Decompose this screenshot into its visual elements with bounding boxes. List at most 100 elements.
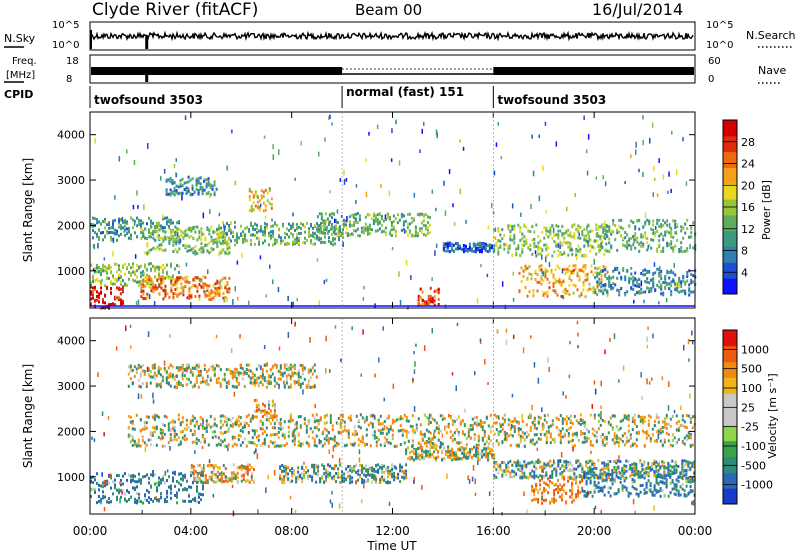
velocity-colorbar-tick: -100	[741, 440, 766, 453]
velocity-colorbar-swatch	[723, 345, 737, 363]
power-colorbar-swatch	[723, 120, 737, 137]
power-echo-band	[417, 286, 440, 307]
power-echo-band	[316, 212, 431, 238]
power-colorbar-label: Power [dB]	[760, 180, 773, 240]
beam-label: Beam 00	[355, 1, 423, 19]
power-ytick-label: 3000	[57, 174, 85, 187]
velocity-scatter	[91, 320, 695, 517]
velocity-colorbar-swatch	[723, 361, 737, 378]
velocity-colorbar-swatch	[723, 488, 737, 505]
power-colorbar-swatch	[723, 246, 737, 263]
power-colorbar-swatch	[723, 167, 737, 184]
power-ytick-label: 4000	[57, 129, 85, 142]
velocity-echo-band	[90, 470, 204, 505]
freq-unit: [MHz]	[6, 70, 35, 81]
cpid-segment-label: twofsound 3503	[94, 93, 203, 107]
velocity-colorbar-label: Velocity [m s⁻¹]	[766, 373, 779, 458]
freq-tick-bottom: 8	[66, 74, 72, 85]
velocity-ytick-label: 1000	[57, 471, 85, 484]
nave-tick-bottom: 0	[708, 74, 714, 85]
nsky-tick-top: 10^5	[52, 20, 79, 31]
nsearch-tick-top: 10^5	[706, 20, 733, 31]
velocity-panel: 1000 2000 3000 4000 Slant Range [km] 1000 50…	[21, 317, 779, 517]
velocity-echo-band	[253, 398, 276, 419]
power-echo-band	[594, 218, 697, 254]
velocity-colorbar-tick: 25	[741, 401, 755, 414]
power-ylabel: Slant Range [km]	[21, 158, 35, 262]
power-colorbar-tick: 4	[741, 266, 748, 279]
xtick-label: 12:00	[375, 524, 410, 538]
power-colorbar-tick: 12	[741, 223, 755, 236]
velocity-echo-band	[405, 445, 496, 462]
power-colorbar-swatch	[723, 183, 737, 200]
velocity-colorbar-swatch	[723, 456, 737, 473]
nave-label: Nave	[758, 64, 786, 77]
velocity-colorbar-swatch	[723, 330, 737, 347]
freq-trace	[91, 67, 694, 82]
velocity-echo-band	[127, 413, 696, 448]
power-colorbar-swatch	[723, 135, 737, 153]
nsearch-tick-bottom: 10^0	[706, 40, 733, 51]
velocity-ytick-label: 4000	[57, 335, 85, 348]
velocity-colorbar-swatch	[723, 377, 737, 394]
nsky-panel: N.Sky 10^5 10^0 10^5 10^0 N.Search	[4, 20, 796, 51]
power-echo-band	[442, 241, 495, 254]
power-colorbar-swatch	[723, 214, 737, 232]
cpid-label: CPID	[4, 88, 33, 101]
freq-panel: Freq. [MHz] 18 8 60 0 Nave	[4, 54, 786, 85]
power-colorbar-tick: 28	[741, 136, 755, 149]
nsearch-label: N.Search	[746, 29, 796, 42]
velocity-ytick-label: 2000	[57, 425, 85, 438]
power-echo-band	[518, 264, 609, 299]
xtick-label: 04:00	[174, 524, 209, 538]
power-echo-band	[165, 175, 218, 197]
power-echo-band	[248, 187, 273, 213]
power-colorbar-tick: 24	[741, 158, 755, 171]
power-colorbar-swatch	[723, 151, 737, 168]
xtick-label: 08:00	[274, 524, 309, 538]
xtick-label: 16:00	[476, 524, 511, 538]
xtick-label: 00:00	[678, 524, 713, 538]
power-panel: 1000 2000 3000 4000 Slant Range [km] 28 24 20…	[21, 111, 773, 310]
plot-title: Clyde River (fitACF)	[92, 0, 259, 20]
freq-label: Freq.	[12, 56, 37, 67]
power-echo-band	[140, 275, 231, 301]
velocity-echo-band	[190, 463, 255, 485]
nsky-trace	[90, 30, 694, 49]
velocity-echo-band	[531, 474, 584, 505]
velocity-colorbar-tick: -1000	[741, 479, 773, 492]
nsky-label: N.Sky	[4, 32, 36, 45]
velocity-echo-band	[279, 463, 408, 485]
cpid-panel: CPID twofsound 3503 normal (fast) 151 twof…	[4, 85, 606, 108]
power-colorbar-swatch	[723, 230, 737, 248]
xtick-label: 00:00	[73, 524, 108, 538]
velocity-ytick-label: 3000	[57, 380, 85, 393]
xtick-label: 20:00	[577, 524, 612, 538]
power-colorbar-tick: 20	[741, 179, 755, 192]
velocity-colorbar-tick: 500	[741, 363, 762, 376]
velocity-ylabel: Slant Range [km]	[21, 364, 35, 468]
cpid-segment-label: normal (fast) 151	[346, 85, 464, 99]
date-label: 16/Jul/2014	[592, 0, 684, 19]
velocity-colorbar-swatch	[723, 472, 737, 489]
power-echo-band	[594, 266, 697, 297]
velocity-colorbar-swatch	[723, 424, 737, 442]
velocity-colorbar-swatch	[723, 440, 737, 458]
cpid-segment-label: twofsound 3503	[497, 93, 606, 107]
velocity-colorbar-tick: -25	[741, 421, 759, 434]
power-echo-band	[493, 223, 608, 258]
power-colorbar-tick: 16	[741, 201, 755, 214]
power-ytick-label: 2000	[57, 219, 85, 232]
nsky-tick-bottom: 10^0	[52, 40, 79, 51]
velocity-echo-band	[493, 458, 696, 480]
xaxis-label: Time UT	[366, 539, 417, 553]
velocity-colorbar-tick: -500	[741, 459, 766, 472]
velocity-colorbar-tick: 100	[741, 382, 762, 395]
power-colorbar-swatch	[723, 278, 737, 295]
freq-tick-top: 18	[66, 56, 79, 67]
power-ytick-label: 1000	[57, 265, 85, 278]
velocity-colorbar-swatch	[723, 393, 737, 410]
power-scatter	[92, 114, 691, 310]
velocity-colorbar-swatch	[723, 409, 737, 426]
